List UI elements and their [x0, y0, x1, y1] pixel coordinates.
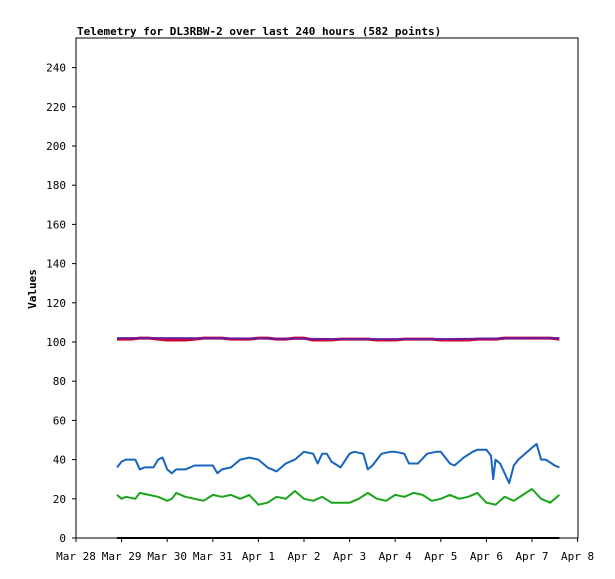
y-tick-label: 120: [46, 297, 66, 310]
y-axis-label: Values: [26, 269, 39, 309]
series-line: [116, 488, 561, 506]
chart-title: Telemetry for DL3RBW-2 over last 240 hou…: [77, 25, 441, 38]
axes-layer: 0 20 40 60 80 100 120 140 160 180 200 220 240 Mar 28 M…: [46, 62, 594, 563]
y-tick-label: 180: [46, 179, 66, 192]
x-tick-label: Apr 4: [379, 550, 412, 563]
series-layer: [116, 336, 561, 539]
x-tick-label: Apr 7: [515, 550, 548, 563]
x-tick-label: Apr 8: [561, 550, 594, 563]
y-tick-label: 60: [53, 414, 66, 427]
y-tick-label: 0: [59, 532, 66, 545]
x-tick-label: Apr 1: [242, 550, 275, 563]
y-tick-label: 160: [46, 218, 66, 231]
y-tick-label: 200: [46, 140, 66, 153]
x-tick-label: Apr 6: [470, 550, 503, 563]
series-line: [116, 442, 560, 485]
plot-area: [75, 37, 579, 539]
y-tick-label: 140: [46, 258, 66, 271]
x-tick-label: Mar 28: [56, 550, 96, 563]
x-tick-label: Mar 31: [193, 550, 233, 563]
x-tick-label: Mar 30: [147, 550, 187, 563]
y-tick-label: 20: [53, 493, 66, 506]
x-tick-label: Mar 29: [102, 550, 142, 563]
y-tick-label: 40: [53, 454, 66, 467]
series-line: [117, 337, 560, 341]
y-tick-label: 80: [53, 375, 66, 388]
x-tick-label: Apr 2: [287, 550, 320, 563]
y-tick-label: 220: [46, 101, 66, 114]
y-tick-label: 240: [46, 62, 66, 75]
y-tick-label: 100: [46, 336, 66, 349]
x-tick-label: Apr 3: [333, 550, 366, 563]
x-tick-label: Apr 5: [424, 550, 457, 563]
